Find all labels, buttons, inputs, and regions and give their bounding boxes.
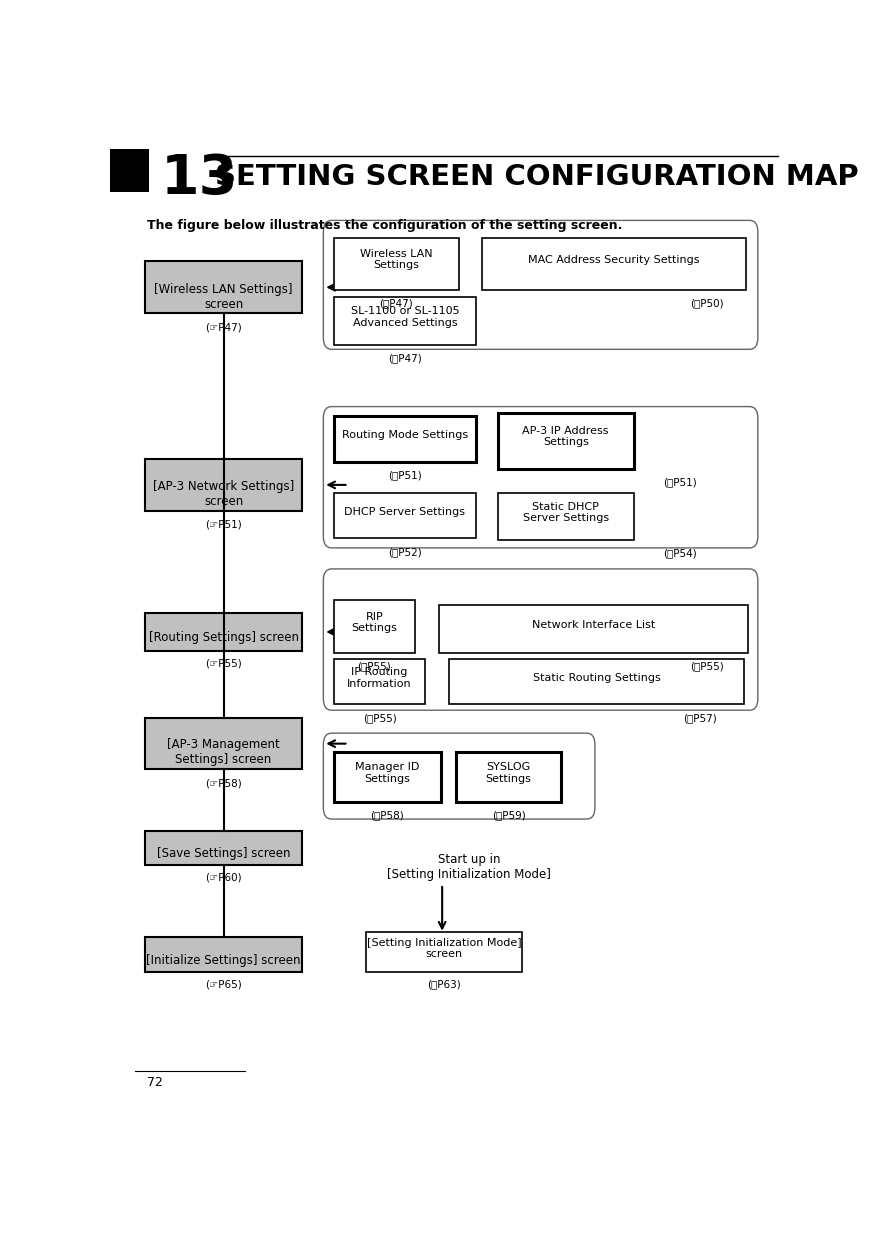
- Text: [Routing Settings] screen: [Routing Settings] screen: [149, 631, 299, 644]
- Text: (⭒P58): (⭒P58): [371, 810, 404, 820]
- FancyBboxPatch shape: [323, 569, 758, 711]
- Text: SYSLOG
Settings: SYSLOG Settings: [485, 763, 531, 784]
- Text: (⭒P51): (⭒P51): [388, 470, 421, 480]
- Text: [Wireless LAN Settings]
screen: [Wireless LAN Settings] screen: [154, 283, 293, 311]
- Text: (☞P58): (☞P58): [205, 779, 242, 789]
- Text: Routing Mode Settings: Routing Mode Settings: [342, 430, 468, 440]
- Text: [AP-3 Management
Settings] screen: [AP-3 Management Settings] screen: [167, 738, 280, 766]
- Text: [Initialize Settings] screen: [Initialize Settings] screen: [146, 954, 300, 967]
- Text: Static DHCP
Server Settings: Static DHCP Server Settings: [523, 502, 609, 523]
- FancyBboxPatch shape: [334, 753, 441, 802]
- FancyBboxPatch shape: [334, 492, 477, 538]
- FancyBboxPatch shape: [498, 492, 633, 541]
- Text: (☞P55): (☞P55): [205, 658, 242, 668]
- Text: [Save Settings] screen: [Save Settings] screen: [157, 847, 290, 861]
- Bar: [110, 149, 149, 192]
- Text: (⭒P51): (⭒P51): [663, 477, 696, 487]
- FancyBboxPatch shape: [366, 931, 522, 972]
- Text: SETTING SCREEN CONFIGURATION MAP: SETTING SCREEN CONFIGURATION MAP: [215, 164, 858, 191]
- FancyBboxPatch shape: [323, 221, 758, 350]
- Text: (⭒P47): (⭒P47): [379, 299, 413, 309]
- FancyBboxPatch shape: [323, 733, 595, 820]
- FancyBboxPatch shape: [439, 605, 747, 653]
- FancyBboxPatch shape: [456, 753, 561, 802]
- Text: 72: 72: [147, 1076, 163, 1089]
- Text: Wireless LAN
Settings: Wireless LAN Settings: [360, 249, 433, 270]
- Text: Static Routing Settings: Static Routing Settings: [533, 673, 661, 683]
- Text: (☞P47): (☞P47): [205, 322, 242, 332]
- Text: (⭒P54): (⭒P54): [663, 548, 696, 559]
- Text: RIP
Settings: RIP Settings: [351, 611, 397, 634]
- FancyBboxPatch shape: [449, 658, 745, 704]
- Text: (☞P60): (☞P60): [205, 872, 242, 883]
- FancyBboxPatch shape: [334, 658, 425, 704]
- Text: DHCP Server Settings: DHCP Server Settings: [344, 507, 465, 517]
- FancyBboxPatch shape: [145, 262, 302, 312]
- FancyBboxPatch shape: [145, 613, 302, 651]
- Text: (⭒P59): (⭒P59): [491, 810, 526, 820]
- FancyBboxPatch shape: [145, 937, 302, 972]
- Text: (⭒P52): (⭒P52): [388, 547, 421, 557]
- Text: (⭒P63): (⭒P63): [427, 980, 461, 990]
- FancyBboxPatch shape: [323, 407, 758, 548]
- FancyBboxPatch shape: [334, 600, 415, 653]
- FancyBboxPatch shape: [482, 238, 746, 290]
- Text: (⭒P47): (⭒P47): [388, 353, 421, 363]
- Text: Start up in
[Setting Initialization Mode]: Start up in [Setting Initialization Mode…: [387, 853, 551, 880]
- FancyBboxPatch shape: [334, 238, 459, 290]
- Text: (☞P65): (☞P65): [205, 980, 242, 990]
- Text: IP Routing
Information: IP Routing Information: [347, 667, 412, 688]
- FancyBboxPatch shape: [145, 459, 302, 511]
- Text: SL-1100 or SL-1105
Advanced Settings: SL-1100 or SL-1105 Advanced Settings: [350, 306, 459, 327]
- Text: (⭒P57): (⭒P57): [683, 713, 717, 723]
- Text: The figure below illustrates the configuration of the setting screen.: The figure below illustrates the configu…: [147, 218, 622, 232]
- FancyBboxPatch shape: [334, 296, 477, 345]
- Text: [Setting Initialization Mode]
screen: [Setting Initialization Mode] screen: [367, 937, 521, 960]
- Text: [AP-3 Network Settings]
screen: [AP-3 Network Settings] screen: [153, 480, 294, 508]
- Text: AP-3 IP Address
Settings: AP-3 IP Address Settings: [522, 425, 609, 448]
- Text: Network Interface List: Network Interface List: [532, 620, 655, 630]
- FancyBboxPatch shape: [145, 831, 302, 866]
- Text: (⭒P55): (⭒P55): [357, 661, 392, 671]
- Text: (⭒P55): (⭒P55): [690, 661, 724, 671]
- FancyBboxPatch shape: [498, 413, 633, 469]
- Text: MAC Address Security Settings: MAC Address Security Settings: [528, 254, 700, 264]
- Text: 13: 13: [160, 153, 237, 206]
- FancyBboxPatch shape: [334, 417, 477, 463]
- Text: (⭒P50): (⭒P50): [690, 299, 724, 309]
- Text: Manager ID
Settings: Manager ID Settings: [355, 763, 420, 784]
- FancyBboxPatch shape: [145, 718, 302, 769]
- Text: (☞P51): (☞P51): [205, 520, 242, 529]
- Text: (⭒P55): (⭒P55): [363, 713, 397, 723]
